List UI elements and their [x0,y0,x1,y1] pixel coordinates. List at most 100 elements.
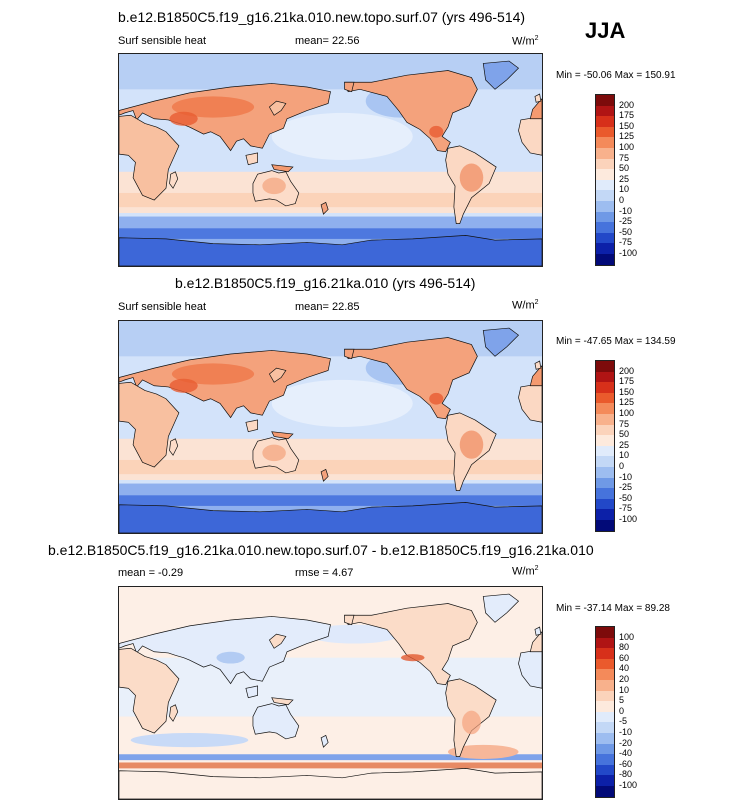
colorbar-tick-label: 100 [619,142,635,152]
colorbar-swatch [596,116,614,127]
colorbar-tick-label: -60 [619,758,633,769]
colorbar-tick-label: 0 [619,705,625,716]
colorbar-swatch [596,95,614,106]
panel-3-map [118,586,543,800]
panel-3-units: W/m2 [512,565,539,578]
colorbar-swatch [596,690,614,702]
coastline-madagascar [170,172,178,188]
coastline-greenland [483,328,518,356]
colorbar-tick-label: 25 [619,173,630,184]
panel-2-mean: mean= 22.85 [295,301,360,313]
colorbar-swatch [596,658,614,670]
coastline-borneo [246,420,258,432]
coastline-asia [119,616,331,683]
colorbar-tick-label: -20 [619,737,633,748]
coastline-africaW [519,383,542,422]
coastline-antarctica [119,235,542,266]
colorbar-tick-label: 200 [619,365,635,376]
colorbar-swatch [596,382,614,393]
coastline-namerica [345,603,478,684]
colorbar-tick-label: 10 [619,184,630,195]
coastline-uk [535,94,541,102]
colorbar-swatch [596,732,614,744]
colorbar-swatch [596,477,614,489]
panel-2-title: b.e12.B1850C5.f19_g16.21ka.010 (yrs 496-… [175,275,476,291]
panel-1-minmax: Min = -50.06 Max = 150.91 [556,70,676,81]
coastline-africa [119,382,179,467]
panel-1-map [118,53,543,267]
colorbar-tick-label: -10 [619,205,633,216]
coastline-antarctica [119,502,542,533]
coastline-madagascar [170,439,178,455]
colorbar-swatch [596,466,614,478]
coastline-newguinea [272,432,293,439]
panel-3-mean: mean = -0.29 [118,567,184,579]
colorbar-tick-label: 150 [619,120,635,131]
coastline-africa [119,115,179,200]
colorbar-tick-label: -5 [619,716,628,727]
colorbar-tick-label: 0 [619,195,625,205]
colorbar-swatch [596,105,614,117]
colorbar-tick-label: 0 [619,461,625,471]
season-label: JJA [585,18,626,43]
panel-2-units: W/m2 [512,299,539,312]
colorbar-tick-label: 175 [619,110,635,121]
colorbar-tick-label: 5 [619,695,625,706]
colorbar-tick-label: 80 [619,642,630,653]
coastline-uk [535,361,541,369]
panel-2-map [118,320,543,534]
coastline-newguinea [272,698,293,705]
colorbar-tick-label: 40 [619,663,630,674]
colorbar-swatch [596,627,614,638]
panel-3-title: b.e12.B1850C5.f19_g16.21ka.010.new.topo.… [48,542,594,558]
panel-3-colorbar [595,626,615,798]
colorbar-swatch [596,637,614,649]
colorbar-tick-label: -50 [619,492,633,503]
coastline-borneo [246,686,258,698]
coastline-africaW [519,116,542,155]
panel-3-rmse: rmse = 4.67 [295,567,354,579]
panel-2-minmax: Min = -47.65 Max = 134.59 [556,336,676,347]
coastline-uk [535,627,541,635]
colorbar-swatch [596,211,614,223]
coastline-antarctica [119,768,542,799]
panel-1-title: b.e12.B1850C5.f19_g16.21ka.010.new.topo.… [118,9,526,25]
coastline-alaska [345,615,354,624]
colorbar-tick-label: 75 [619,418,630,429]
colorbar-tick-label: -75 [619,237,633,248]
colorbar-swatch [596,371,614,383]
coastline-nz [321,469,328,481]
coastline-australia [253,704,299,739]
colorbar-tick-label: 125 [619,131,635,142]
colorbar-swatch [596,498,614,510]
colorbar-tick-label: 200 [619,99,635,110]
coastline-greenland [483,61,518,89]
colorbar-tick-label: -25 [619,482,633,493]
colorbar-tick-label: -75 [619,503,633,514]
colorbar-swatch [596,424,614,436]
coastline-madagascar [170,705,178,721]
panel-1-mean: mean= 22.56 [295,35,360,47]
colorbar-swatch [596,701,614,712]
colorbar-tick-label: 10 [619,684,630,695]
colorbar-swatch [596,222,614,233]
colorbar-swatch [596,679,614,691]
colorbar-swatch [596,785,614,797]
coastline-namerica [345,70,478,151]
colorbar-swatch [596,403,614,414]
colorbar-swatch [596,669,614,680]
colorbar-swatch [596,413,614,425]
colorbar-tick-label: 10 [619,450,630,461]
colorbar-tick-label: 75 [619,152,630,163]
colorbar-swatch [596,126,614,138]
colorbar-tick-label: 175 [619,376,635,387]
colorbar-swatch [596,445,614,457]
colorbar-swatch [596,361,614,372]
panel-3-minmax: Min = -37.14 Max = 89.28 [556,603,670,614]
panel-2-field-name: Surf sensible heat [118,301,207,313]
colorbar-swatch [596,243,614,254]
colorbar-tick-label: -100 [619,514,638,524]
colorbar-swatch [596,392,614,404]
colorbar-swatch [596,137,614,148]
colorbar-swatch [596,754,614,765]
